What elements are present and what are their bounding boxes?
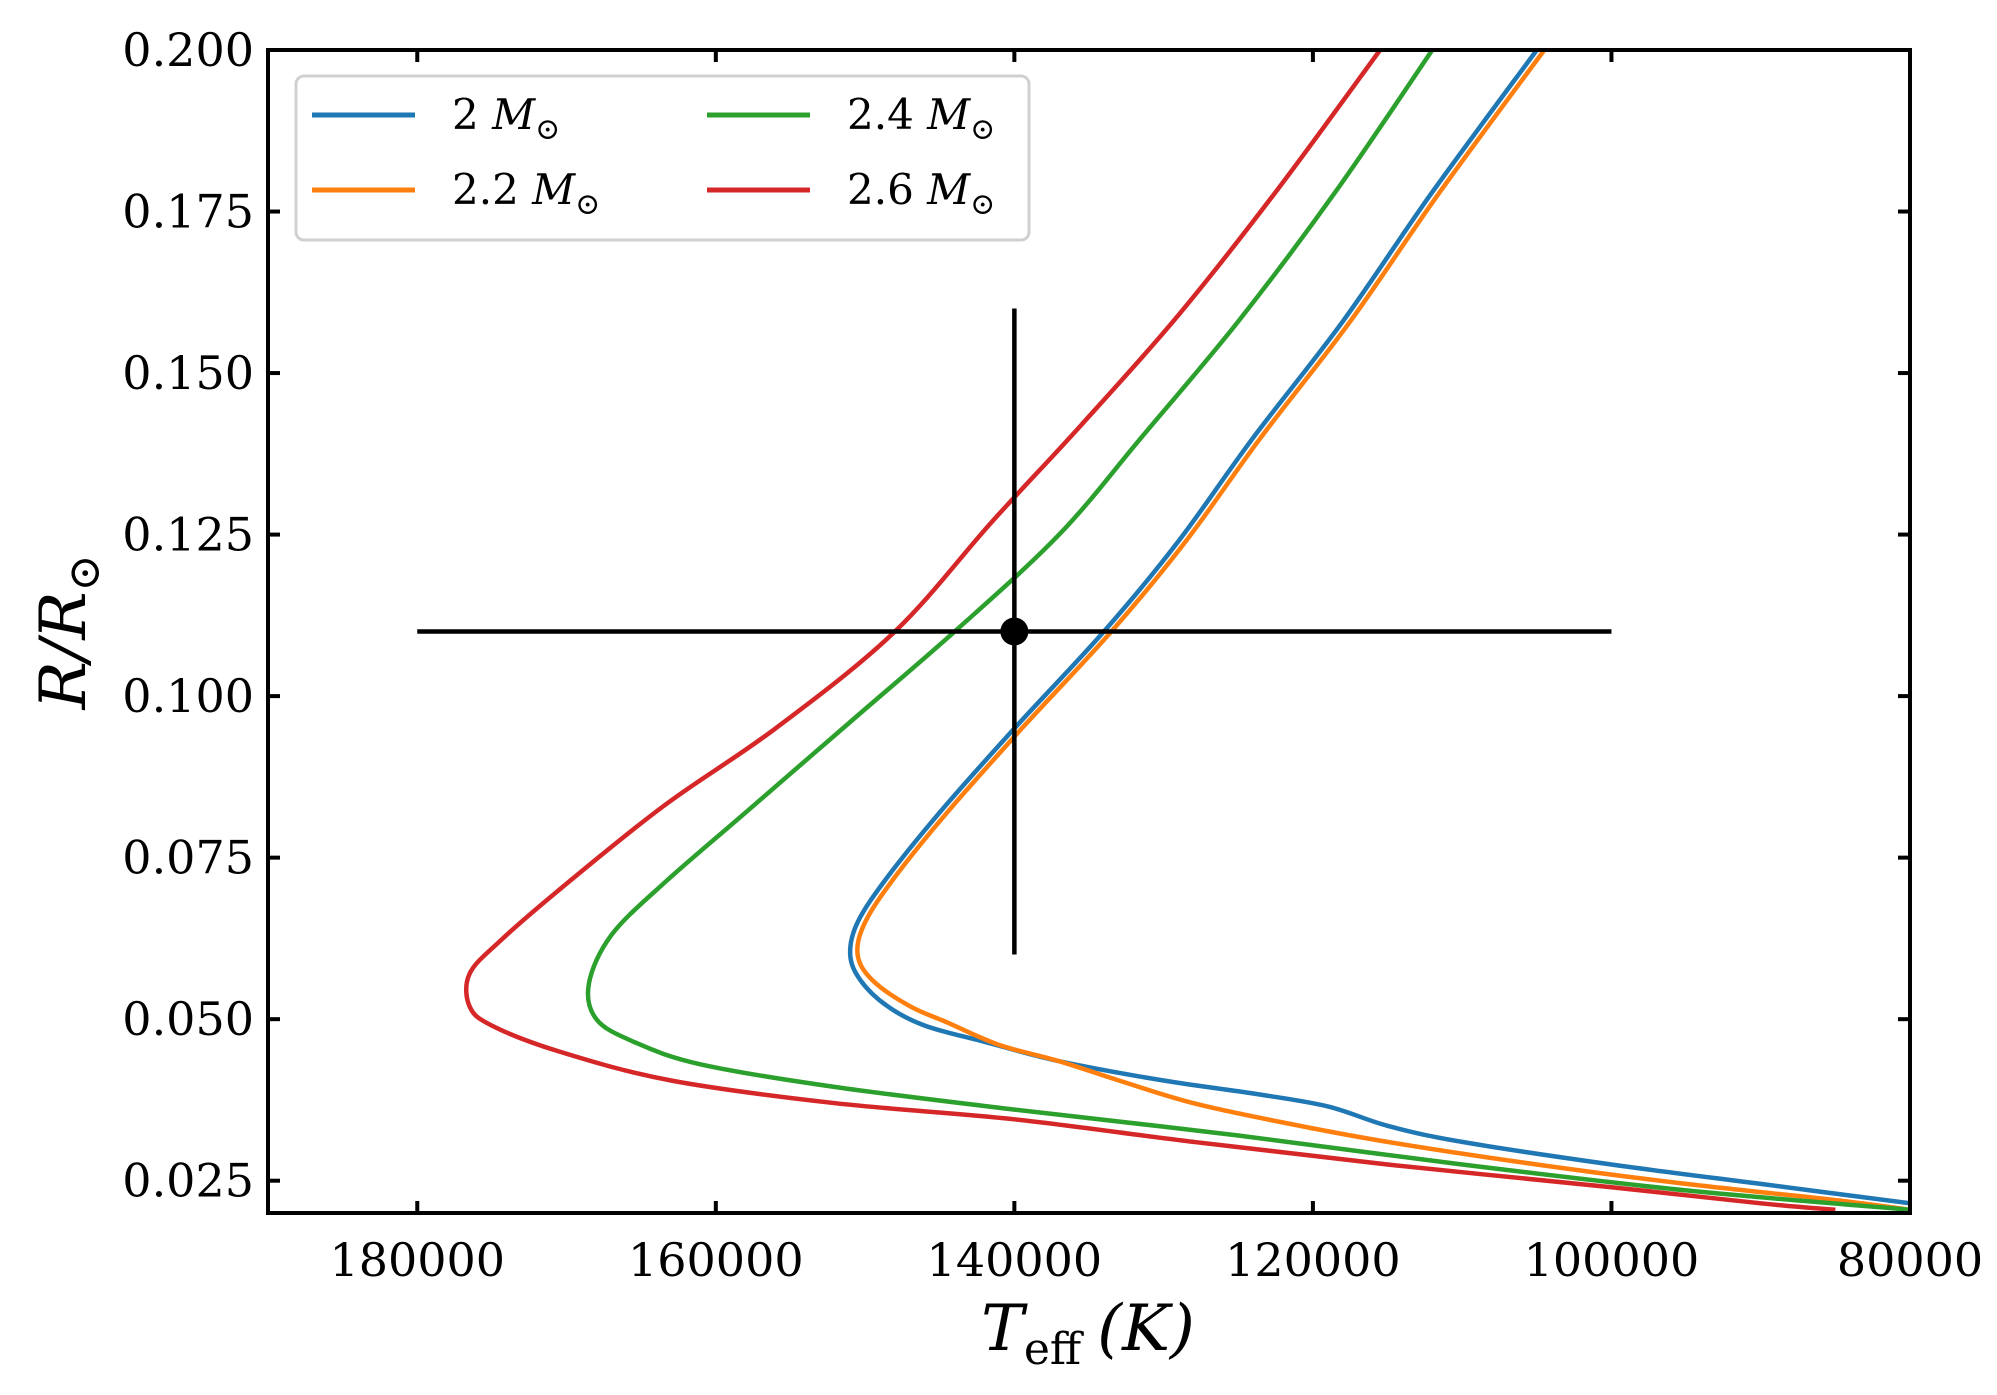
- y-axis-label-main: R/R: [27, 591, 101, 710]
- series-line-2: [585, 50, 1910, 1213]
- x-tick-label: 80000: [1837, 1233, 1983, 1287]
- y-tick-label: 0.100: [122, 669, 254, 723]
- y-tick-label: 0.025: [122, 1154, 254, 1208]
- x-axis-label: Teff (K): [981, 1292, 1195, 1375]
- legend-label-0: 2 M⊙: [452, 90, 560, 147]
- legend: 2 M⊙ 2.2 M⊙ 2.4 M⊙ 2.6 M⊙: [294, 74, 1031, 242]
- x-axis-label-main: T: [981, 1292, 1028, 1366]
- data-point: [1000, 617, 1029, 646]
- x-tick-label: 160000: [628, 1233, 804, 1287]
- y-tick-label: 0.175: [122, 185, 254, 239]
- legend-label-1: 2.2 M⊙: [452, 165, 600, 222]
- y-tick-label: 0.200: [122, 23, 254, 77]
- x-axis-label-unit: (K): [1097, 1292, 1195, 1366]
- x-tick-label: 100000: [1524, 1233, 1700, 1287]
- legend-box: [294, 74, 1031, 242]
- x-tick-label: 120000: [1225, 1233, 1401, 1287]
- y-axis-label: R/R⊙: [27, 555, 110, 711]
- x-axis: 180000 160000 140000 120000 100000 80000: [329, 50, 1983, 1287]
- data-point-errorbar: [417, 308, 1612, 955]
- y-tick-label: 0.075: [122, 831, 254, 885]
- y-tick-label: 0.125: [122, 508, 254, 562]
- series-line-1: [855, 50, 1910, 1213]
- x-tick-label: 140000: [927, 1233, 1103, 1287]
- x-tick-label: 180000: [329, 1233, 505, 1287]
- y-axis-label-sub: ⊙: [59, 555, 110, 592]
- series-line-3: [463, 50, 1836, 1213]
- plot-frame: [266, 48, 1912, 1215]
- legend-label-2: 2.4 M⊙: [847, 90, 995, 147]
- series-lines: [463, 50, 1910, 1213]
- x-axis-label-sub: eff: [1024, 1324, 1084, 1375]
- y-tick-label: 0.150: [122, 346, 254, 400]
- series-line-0: [847, 50, 1910, 1206]
- legend-label-3: 2.6 M⊙: [847, 165, 995, 222]
- y-tick-label: 0.050: [122, 992, 254, 1046]
- y-axis: 0.025 0.050 0.075 0.100 0.125 0.150 0.175 0.200: [122, 23, 1910, 1208]
